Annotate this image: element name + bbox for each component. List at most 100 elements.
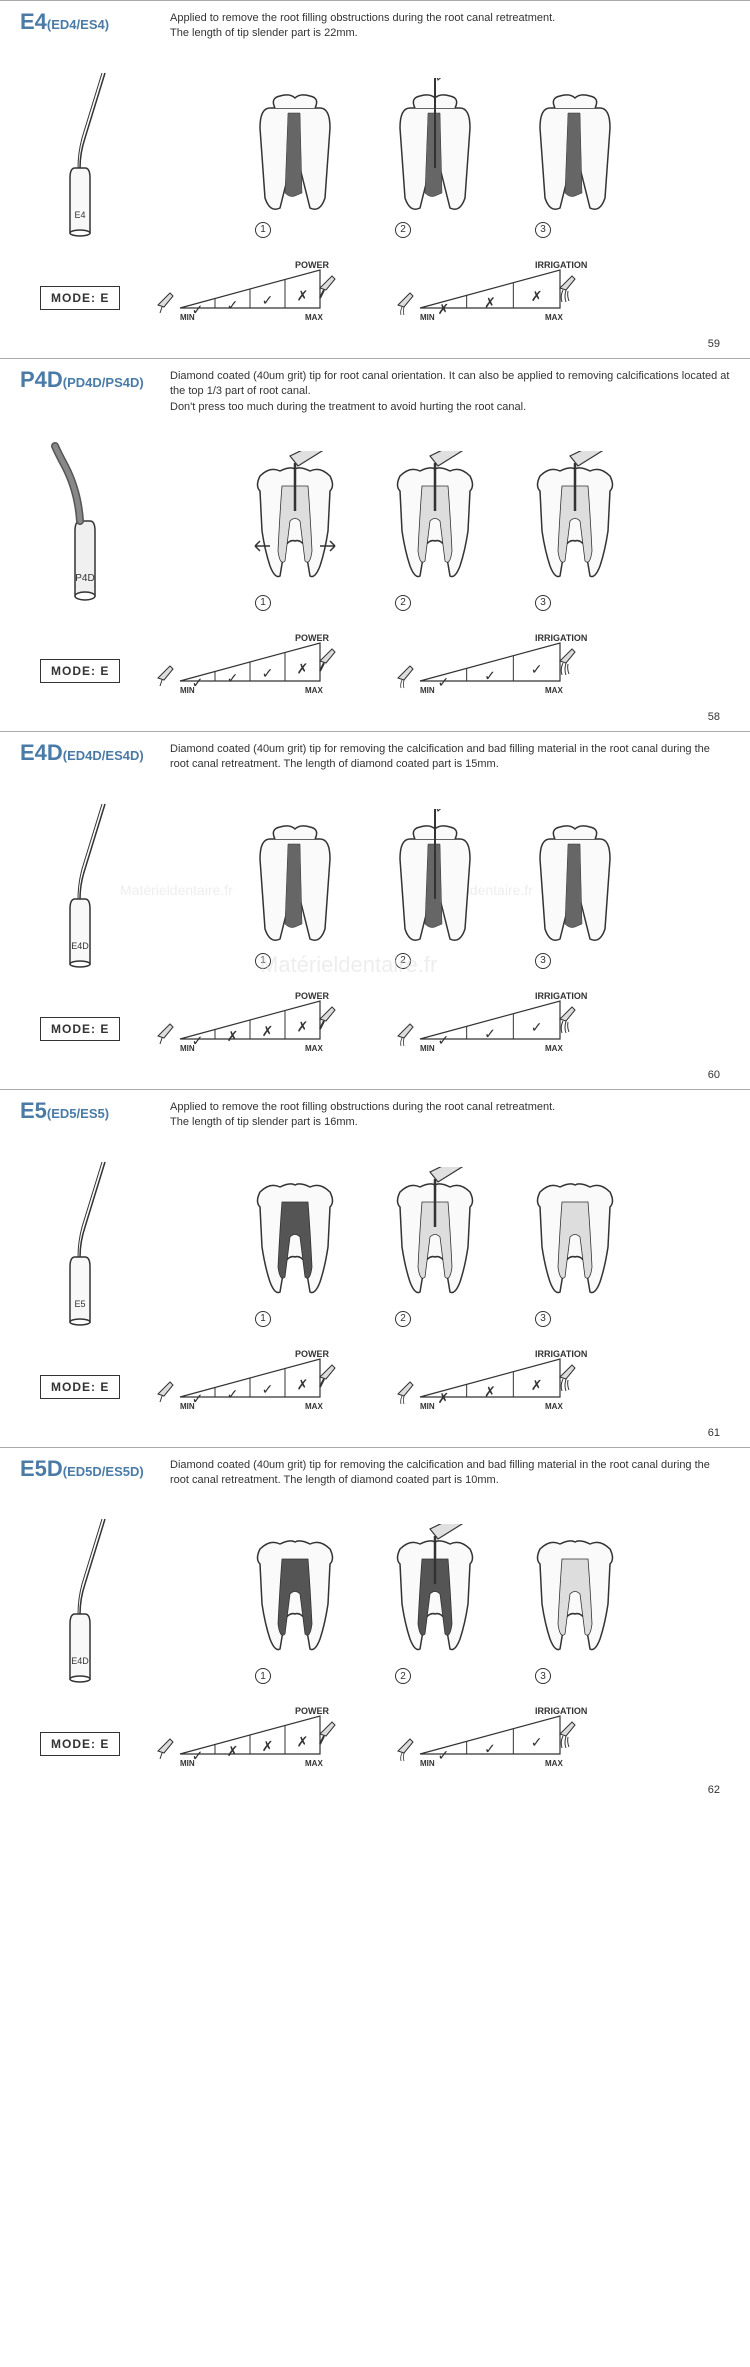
power-scale: POWER ✓✓✓✗ MIN MAX [150, 258, 360, 338]
section-header: P4D(PD4D/PS4D) Diamond coated (40um grit… [0, 359, 750, 421]
step-number: 3 [535, 595, 551, 611]
svg-text:MIN: MIN [420, 313, 435, 322]
step-diagram [520, 78, 630, 218]
title-block: P4D(PD4D/PS4D) [20, 365, 155, 393]
title-block: E5D(ED5D/ES5D) [20, 1454, 155, 1482]
svg-text:✗: ✗ [484, 1383, 496, 1399]
svg-text:✓: ✓ [227, 1385, 239, 1401]
title-block: E5(ED5/ES5) [20, 1096, 155, 1124]
product-section-e4: E4(ED4/ES4) Applied to remove the root f… [0, 0, 750, 358]
svg-text:✓: ✓ [531, 1019, 543, 1035]
step-diagram [520, 809, 630, 949]
title-sub: (PD4D/PS4D) [63, 375, 144, 390]
svg-text:✗: ✗ [531, 288, 543, 304]
title-sub: (ED4D/ES4D) [63, 748, 144, 763]
svg-text:MAX: MAX [305, 1044, 323, 1053]
svg-text:P4D: P4D [75, 573, 94, 584]
step-3: 3 [520, 451, 630, 611]
page-number: 60 [708, 1069, 720, 1081]
svg-text:MIN: MIN [180, 686, 195, 695]
tip-drawing: E4 [30, 58, 130, 238]
section-header: E4D(ED4D/ES4D) Diamond coated (40um grit… [0, 732, 750, 779]
step-2: 2 [380, 809, 490, 969]
step-diagram [240, 809, 350, 949]
svg-text:MAX: MAX [545, 1402, 563, 1411]
svg-text:MIN: MIN [180, 1402, 195, 1411]
step-diagram [380, 1167, 490, 1307]
tip-drawing: E4D [30, 789, 130, 969]
svg-text:✗: ✗ [438, 1389, 450, 1405]
step-diagram [520, 1524, 630, 1664]
svg-text:✗: ✗ [297, 287, 309, 303]
title-block: E4(ED4/ES4) [20, 7, 155, 35]
title-main: P4D [20, 367, 63, 392]
svg-text:✗: ✗ [531, 1377, 543, 1393]
step-2: 2 [380, 78, 490, 238]
svg-text:✗: ✗ [297, 1376, 309, 1392]
svg-text:✓: ✓ [262, 665, 274, 681]
steps-row: 1 2 [150, 451, 720, 611]
step-2: 2 [380, 1524, 490, 1684]
title-main: E5D [20, 1456, 63, 1481]
product-section-e5d: E5D(ED5D/ES5D) Diamond coated (40um grit… [0, 1447, 750, 1805]
description: Diamond coated (40um grit) tip for remov… [170, 1454, 730, 1489]
step-diagram [240, 1524, 350, 1664]
svg-text:POWER: POWER [295, 1706, 330, 1716]
tip-drawing: E4D [30, 1504, 130, 1684]
title-block: E4D(ED4D/ES4D) [20, 738, 155, 766]
svg-text:E5: E5 [74, 1299, 85, 1309]
title-sub: (ED5D/ES5D) [63, 1464, 144, 1479]
step-number: 2 [395, 1311, 411, 1327]
mode-label: MODE: E [40, 286, 120, 310]
product-section-e4d: E4D(ED4D/ES4D) Diamond coated (40um grit… [0, 731, 750, 1089]
svg-text:MAX: MAX [305, 686, 323, 695]
svg-text:✓: ✓ [438, 1032, 450, 1048]
step-diagram [240, 451, 350, 591]
steps-row: 1 2 [150, 78, 720, 238]
step-3: 3 [520, 809, 630, 969]
step-number: 3 [535, 1311, 551, 1327]
svg-text:MAX: MAX [545, 1759, 563, 1768]
power-scale: POWER ✓✗✗✗ MIN MAX [150, 1704, 360, 1784]
steps-row: 1 2 [150, 809, 720, 969]
description: Applied to remove the root filling obstr… [170, 1096, 730, 1131]
svg-text:POWER: POWER [295, 991, 330, 1001]
step-number: 1 [255, 222, 271, 238]
irrigation-scale: IRRIGATION ✓✓✓ MIN MAX [390, 1704, 600, 1784]
mode-label: MODE: E [40, 1017, 120, 1041]
step-number: 2 [395, 595, 411, 611]
irrigation-scale: IRRIGATION ✓✓✓ MIN MAX [390, 631, 600, 711]
svg-text:MAX: MAX [545, 1044, 563, 1053]
mode-label: MODE: E [40, 1375, 120, 1399]
svg-text:✓: ✓ [227, 670, 239, 686]
step-number: 1 [255, 953, 271, 969]
power-scale: POWER ✓✓✓✗ MIN MAX [150, 1347, 360, 1427]
section-header: E5(ED5/ES5) Applied to remove the root f… [0, 1090, 750, 1137]
step-diagram [380, 809, 490, 949]
step-1: 1 [240, 451, 350, 611]
step-diagram [380, 451, 490, 591]
svg-text:MIN: MIN [420, 1402, 435, 1411]
step-number: 1 [255, 1311, 271, 1327]
section-header: E5D(ED5D/ES5D) Diamond coated (40um grit… [0, 1448, 750, 1495]
step-1: 1 [240, 809, 350, 969]
svg-text:✗: ✗ [438, 301, 450, 317]
svg-text:✓: ✓ [262, 1381, 274, 1397]
svg-text:✗: ✗ [484, 294, 496, 310]
irrigation-scale: IRRIGATION ✓✓✓ MIN MAX [390, 989, 600, 1069]
step-number: 3 [535, 1668, 551, 1684]
step-number: 3 [535, 953, 551, 969]
step-1: 1 [240, 1167, 350, 1327]
svg-text:MAX: MAX [545, 313, 563, 322]
svg-text:✓: ✓ [531, 1734, 543, 1750]
svg-text:✗: ✗ [297, 660, 309, 676]
irrigation-scale: IRRIGATION ✗✗✗ MIN MAX [390, 258, 600, 338]
power-scale: POWER ✓✓✓✗ MIN MAX [150, 631, 360, 711]
step-number: 2 [395, 222, 411, 238]
step-diagram [240, 1167, 350, 1307]
step-3: 3 [520, 1524, 630, 1684]
product-section-e5: E5(ED5/ES5) Applied to remove the root f… [0, 1089, 750, 1447]
step-1: 1 [240, 1524, 350, 1684]
title-main: E4D [20, 740, 63, 765]
step-3: 3 [520, 1167, 630, 1327]
